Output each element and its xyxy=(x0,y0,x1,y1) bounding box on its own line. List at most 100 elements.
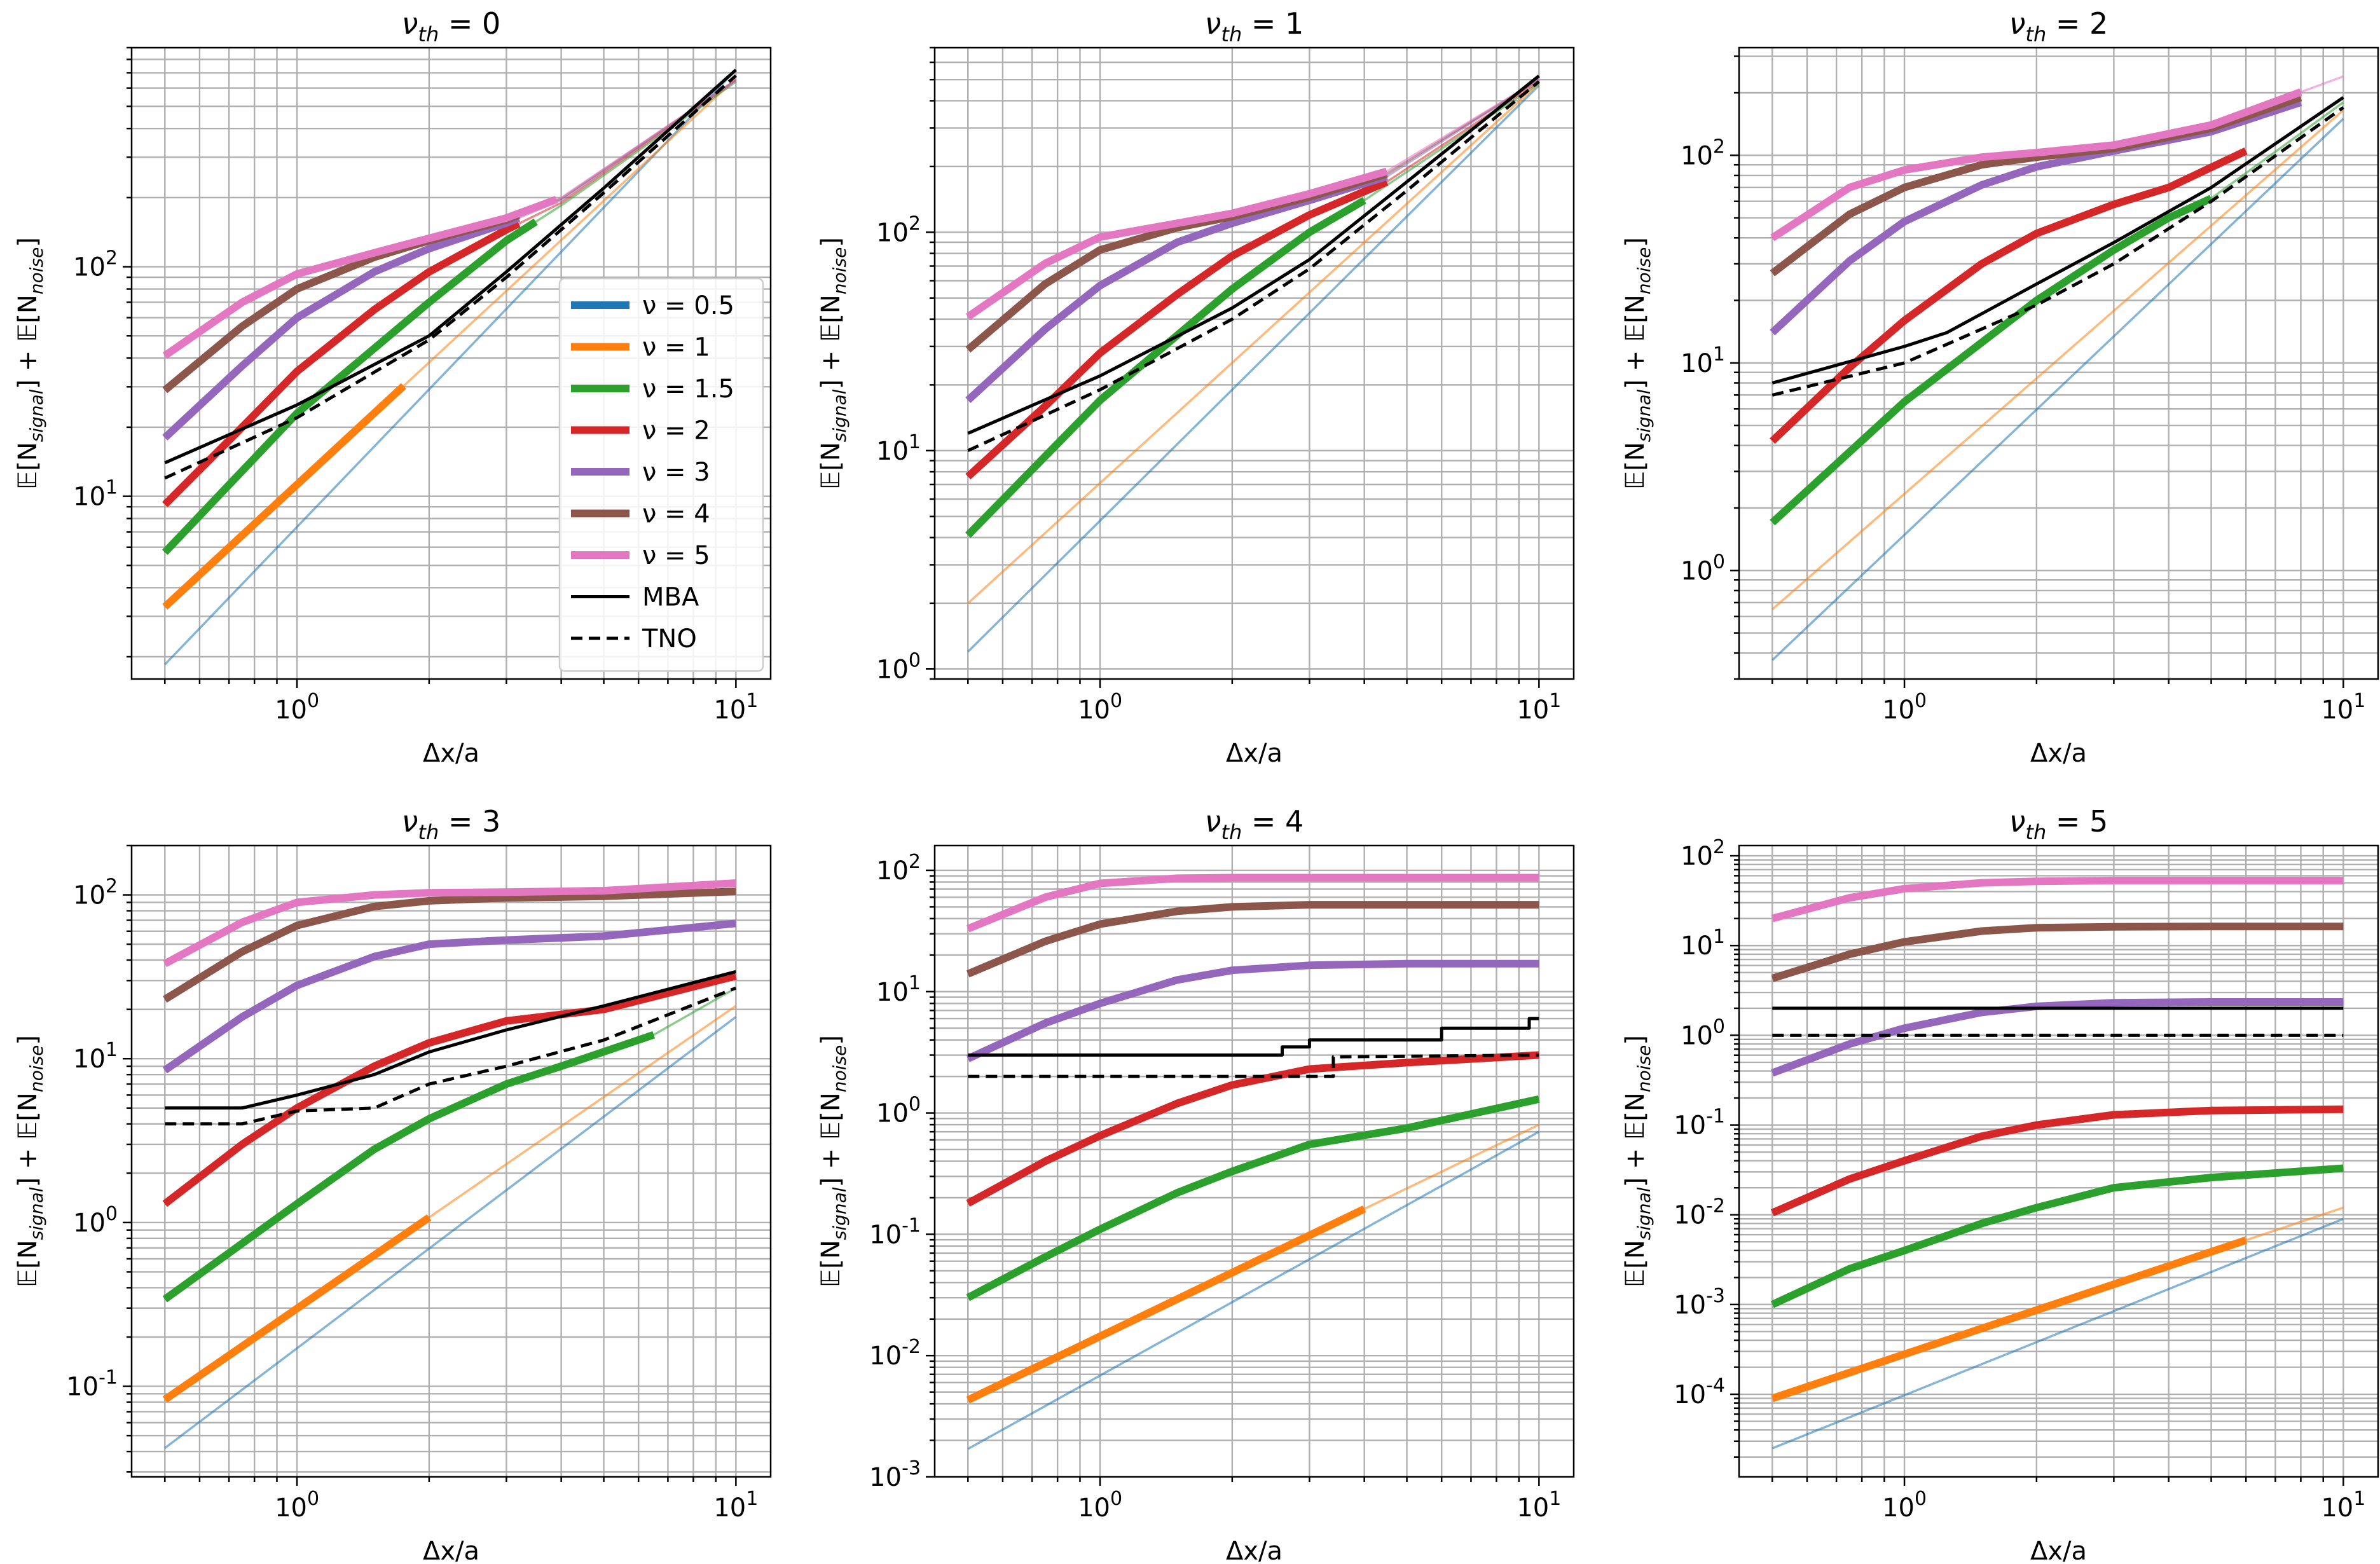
panel-title: νth = 0 xyxy=(402,6,501,46)
series-nu-0-5-thin xyxy=(1771,118,2344,661)
y-tick-label: 102 xyxy=(73,247,118,282)
grid xyxy=(935,48,1574,679)
legend-item-nu-2: ν = 2 xyxy=(571,416,710,446)
y-tick-label: 10-1 xyxy=(1674,1106,1725,1141)
legend-item-nu-4: ν = 4 xyxy=(571,500,710,529)
x-tick-label: 101 xyxy=(1517,690,1561,725)
series-mba xyxy=(968,1017,1539,1057)
y-tick-label: 100 xyxy=(73,1203,118,1238)
axes-frame xyxy=(130,844,772,1478)
y-tick-label: 100 xyxy=(1681,551,1725,586)
x-axis xyxy=(164,679,737,688)
series-nu-3-bold xyxy=(966,959,1539,1062)
series-nu-1-5-bold xyxy=(162,218,538,555)
x-tick-label: 100 xyxy=(275,1488,319,1523)
series-nu-0-5-thin xyxy=(1771,1218,2344,1450)
series-tno xyxy=(165,986,737,1126)
panel-5: 100 101 10-3 10-2 10-1 100 101 102 νth = 4 Δx/a 𝔼[… xyxy=(816,804,1575,1564)
y-tick-label: 100 xyxy=(876,1094,921,1128)
legend-label: ν = 5 xyxy=(642,541,710,570)
series-mba xyxy=(967,74,1540,435)
legend-item-nu-5: ν = 5 xyxy=(571,541,710,570)
y-axis xyxy=(1730,55,1739,680)
y-tick-label: 10-4 xyxy=(1674,1375,1725,1410)
legend-label: TNO xyxy=(642,624,697,654)
series-nu-4-bold xyxy=(966,901,1539,978)
series-mba xyxy=(164,69,737,465)
legend-box xyxy=(558,277,764,672)
series-nu-1-thin xyxy=(967,83,1540,605)
series-mba xyxy=(165,970,736,1110)
series-nu-1-thin xyxy=(1771,109,2344,610)
y-axis-label: 𝔼[Nsignal] + 𝔼[Nnoise] xyxy=(816,1035,850,1287)
panel-3: 100 101 100 101 102 νth = 2 Δx/a 𝔼[Nsignal] + 𝔼… xyxy=(1621,6,2379,768)
series-nu-4-bold xyxy=(1771,923,2344,982)
series-group xyxy=(1770,75,2344,661)
series-tno xyxy=(967,80,1540,453)
legend-label: ν = 4 xyxy=(642,500,710,529)
panel-title: νth = 4 xyxy=(1205,804,1304,844)
y-axis xyxy=(926,869,935,1478)
y-tick-label: 102 xyxy=(1681,836,1725,871)
y-tick-label: 102 xyxy=(1681,135,1725,170)
axes-frame xyxy=(933,46,1575,680)
x-tick-label: 101 xyxy=(1517,1488,1561,1523)
series-nu-1-bold xyxy=(162,1214,432,1403)
series-nu-0-5-thin xyxy=(967,1130,1540,1450)
series-nu-5-bold xyxy=(965,167,1388,320)
series-nu-1-5-bold xyxy=(966,1095,1540,1301)
legend: ν = 0.5 ν = 1 ν = 1.5 ν = 2 ν = 3 ν = 4 ν = 5 M… xyxy=(558,277,764,672)
y-tick-label: 102 xyxy=(73,875,118,910)
series-nu-4-bold xyxy=(163,888,736,1003)
panel-title: νth = 5 xyxy=(2009,804,2108,844)
y-tick-label: 10-2 xyxy=(1674,1195,1725,1230)
series-nu-1-5-bold xyxy=(1770,1164,2344,1308)
series-tno xyxy=(1771,106,2344,397)
x-axis-label: Δx/a xyxy=(2030,739,2087,768)
y-tick-label: 101 xyxy=(1681,343,1725,378)
y-axis-label: 𝔼[Nsignal] + 𝔼[Nnoise] xyxy=(1621,237,1654,490)
grid xyxy=(1739,48,2378,679)
x-axis-label: Δx/a xyxy=(423,739,479,768)
y-tick-label: 101 xyxy=(73,477,118,512)
y-axis-label: 𝔼[Nsignal] + 𝔼[Nnoise] xyxy=(13,237,47,490)
y-tick-label: 102 xyxy=(876,212,921,247)
series-nu-2-bold xyxy=(162,220,521,507)
y-tick-label: 101 xyxy=(876,431,921,466)
legend-label: ν = 1 xyxy=(642,333,710,362)
y-axis-label: 𝔼[Nsignal] + 𝔼[Nnoise] xyxy=(13,1035,47,1287)
x-tick-label: 100 xyxy=(1078,1488,1122,1523)
series-nu-5-bold xyxy=(966,874,1539,933)
legend-item-tno: TNO xyxy=(571,624,697,654)
series-nu-2-bold xyxy=(1770,1105,2344,1217)
panel-4: 100 101 10-1 100 101 102 νth = 3 Δx/a 𝔼[Nsignal]… xyxy=(13,804,772,1564)
y-axis xyxy=(123,46,132,658)
series-nu-5-bold xyxy=(162,196,558,359)
y-tick-label: 101 xyxy=(1681,926,1725,961)
series-nu-5-bold xyxy=(1770,88,2302,242)
x-tick-label: 100 xyxy=(1882,1488,1927,1523)
series-nu-1-bold xyxy=(1771,1237,2248,1403)
x-axis-label: Δx/a xyxy=(2030,1537,2087,1564)
y-axis-label: 𝔼[Nsignal] + 𝔼[Nnoise] xyxy=(816,237,850,490)
y-axis xyxy=(1730,854,1739,1458)
legend-label: ν = 3 xyxy=(642,458,710,487)
y-axis-label: 𝔼[Nsignal] + 𝔼[Nnoise] xyxy=(1621,1035,1654,1287)
axes-frame xyxy=(130,46,772,680)
grid xyxy=(1739,846,2378,1477)
x-axis-label: Δx/a xyxy=(423,1537,479,1564)
panel-6: 100 101 10-4 10-3 10-2 10-1 100 101 102 νth = 5 Δx… xyxy=(1621,804,2379,1564)
y-tick-label: 100 xyxy=(1681,1015,1725,1050)
y-tick-label: 100 xyxy=(876,649,921,684)
y-axis xyxy=(123,844,132,1473)
legend-item-nu-3: ν = 3 xyxy=(571,458,710,487)
legend-item-nu-1: ν = 1 xyxy=(571,333,710,362)
y-tick-label: 10-3 xyxy=(1674,1285,1725,1320)
legend-label: ν = 1.5 xyxy=(642,374,734,404)
series-nu-1-5-bold xyxy=(162,1031,656,1303)
x-axis-label: Δx/a xyxy=(1226,739,1283,768)
series-nu-0-5-thin xyxy=(164,1016,737,1449)
series-nu-2-bold xyxy=(965,178,1389,480)
series-nu-3-bold xyxy=(162,919,736,1074)
